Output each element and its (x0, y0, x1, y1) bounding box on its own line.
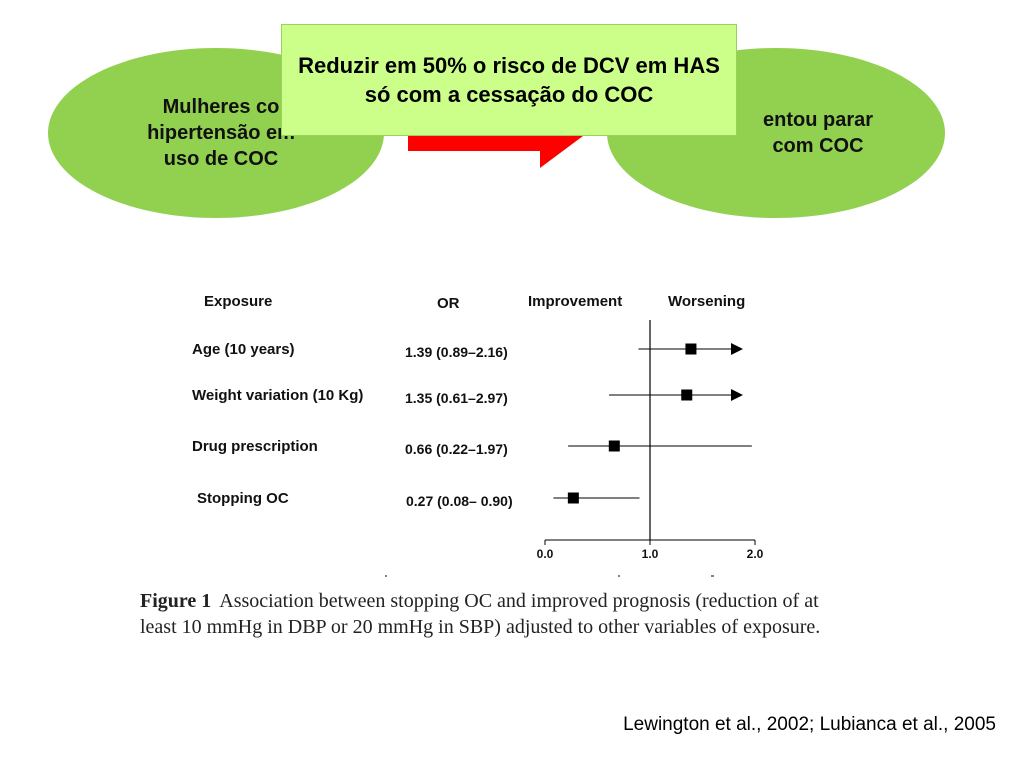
ci-arrowhead (731, 389, 743, 401)
forest-row: Age (10 years) 1.39 (0.89–2.16) (192, 341, 743, 360)
callout-box: Reduzir em 50% o risco de DCV em HAS só … (281, 24, 737, 136)
forest-row: Weight variation (10 Kg) 1.35 (0.61–2.97) (192, 387, 743, 406)
x-tick-label: 1.0 (642, 547, 659, 561)
right-oval-text: entou parar com COC (762, 109, 874, 157)
header-exposure: Exposure (204, 293, 272, 310)
forest-axis: 0.0 1.0 2.0 (537, 320, 764, 561)
row-label: Age (10 years) (192, 341, 295, 358)
red-arrow-shape (408, 136, 583, 168)
red-arrow-polygon (408, 136, 583, 168)
row-label: Drug prescription (192, 438, 318, 455)
x-tick-label: 0.0 (537, 547, 554, 561)
point-estimate (685, 343, 697, 355)
row-label: Weight variation (10 Kg) (192, 387, 363, 404)
forest-plot: Exposure OR Improvement Worsening Age (1… (192, 293, 764, 577)
row-or-value: 1.35 (0.61–2.97) (405, 390, 508, 406)
callout-text: Reduzir em 50% o risco de DCV em HAS só … (298, 53, 720, 107)
header-worsening: Worsening (668, 293, 745, 310)
caption-label: Figure 1 (140, 590, 212, 612)
header-improvement: Improvement (528, 293, 622, 310)
ci-arrowhead (731, 343, 743, 355)
row-or-value: 0.66 (0.22–1.97) (405, 441, 508, 457)
forest-headers: Exposure OR Improvement Worsening (204, 293, 745, 312)
forest-row: Drug prescription 0.66 (0.22–1.97) (192, 438, 752, 457)
point-estimate (567, 492, 579, 504)
header-or: OR (437, 295, 460, 312)
point-estimate (681, 389, 693, 401)
citation-reference: Lewington et al., 2002; Lubianca et al.,… (623, 714, 996, 735)
forest-rows: Age (10 years) 1.39 (0.89–2.16) Weight var… (192, 341, 752, 509)
row-label: Stopping OC (197, 490, 289, 507)
row-or-value: 0.27 (0.08– 0.90) (406, 493, 513, 509)
point-estimate (608, 440, 620, 452)
left-oval-text: Mulheres co hipertensão em uso de COC (147, 96, 295, 170)
caption-text: Association between stopping OC and impr… (140, 590, 821, 638)
x-tick-label: 2.0 (747, 547, 764, 561)
figure-caption: Figure 1 Association between stopping OC … (140, 588, 860, 640)
forest-row: Stopping OC 0.27 (0.08– 0.90) (197, 490, 640, 509)
row-or-value: 1.39 (0.89–2.16) (405, 344, 508, 360)
